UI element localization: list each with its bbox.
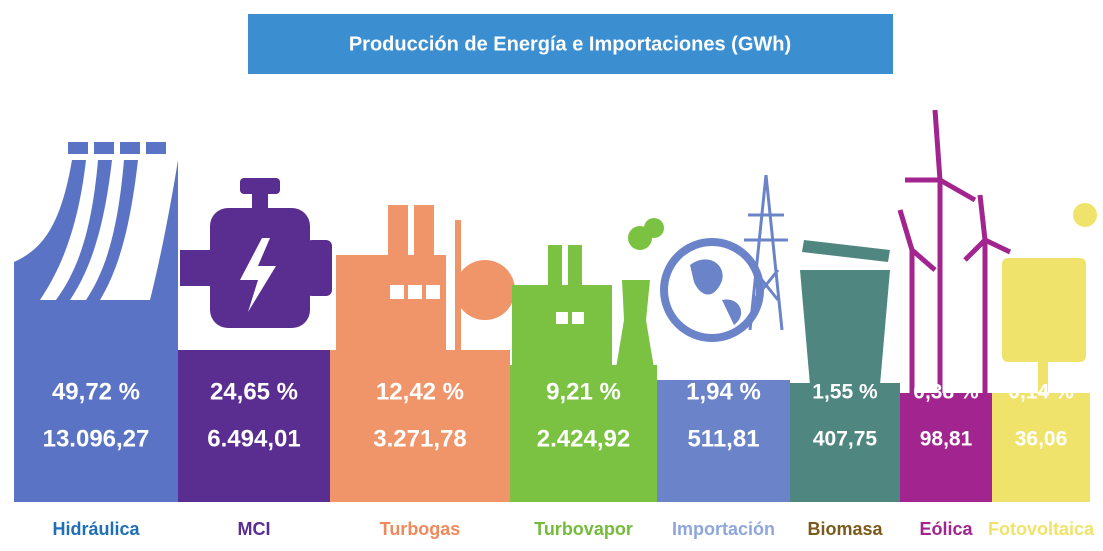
value-label: 407,75	[813, 428, 878, 451]
category-name: Turbogas	[380, 519, 461, 539]
share-label: 12,42 %	[376, 378, 464, 405]
value-label: 36,06	[1015, 428, 1068, 451]
share-label: 1,55 %	[812, 381, 878, 404]
category-name: Hidráulica	[52, 519, 140, 539]
category-name: Turbovapor	[534, 519, 633, 539]
share-label: 49,72 %	[52, 378, 140, 405]
category-name: Biomasa	[807, 519, 883, 539]
infographic: Producción de Energía e Importaciones (G…	[0, 0, 1103, 546]
share-label: 24,65 %	[210, 378, 298, 405]
share-label: 0,38 %	[913, 381, 979, 404]
value-label: 6.494,01	[207, 425, 300, 452]
value-label: 13.096,27	[43, 425, 150, 452]
category-name: Importación	[672, 519, 775, 539]
share-label: 0,14 %	[1008, 381, 1074, 404]
category-name: Eólica	[919, 519, 973, 539]
value-label: 2.424,92	[537, 425, 630, 452]
category-name: MCI	[238, 519, 271, 539]
title: Producción de Energía e Importaciones (G…	[349, 33, 791, 55]
value-label: 3.271,78	[373, 425, 466, 452]
value-label: 511,81	[687, 425, 759, 452]
share-label: 9,21 %	[546, 378, 621, 405]
value-label: 98,81	[920, 428, 973, 451]
category-name: Fotovoltaica	[988, 519, 1095, 539]
share-label: 1,94 %	[686, 378, 761, 405]
